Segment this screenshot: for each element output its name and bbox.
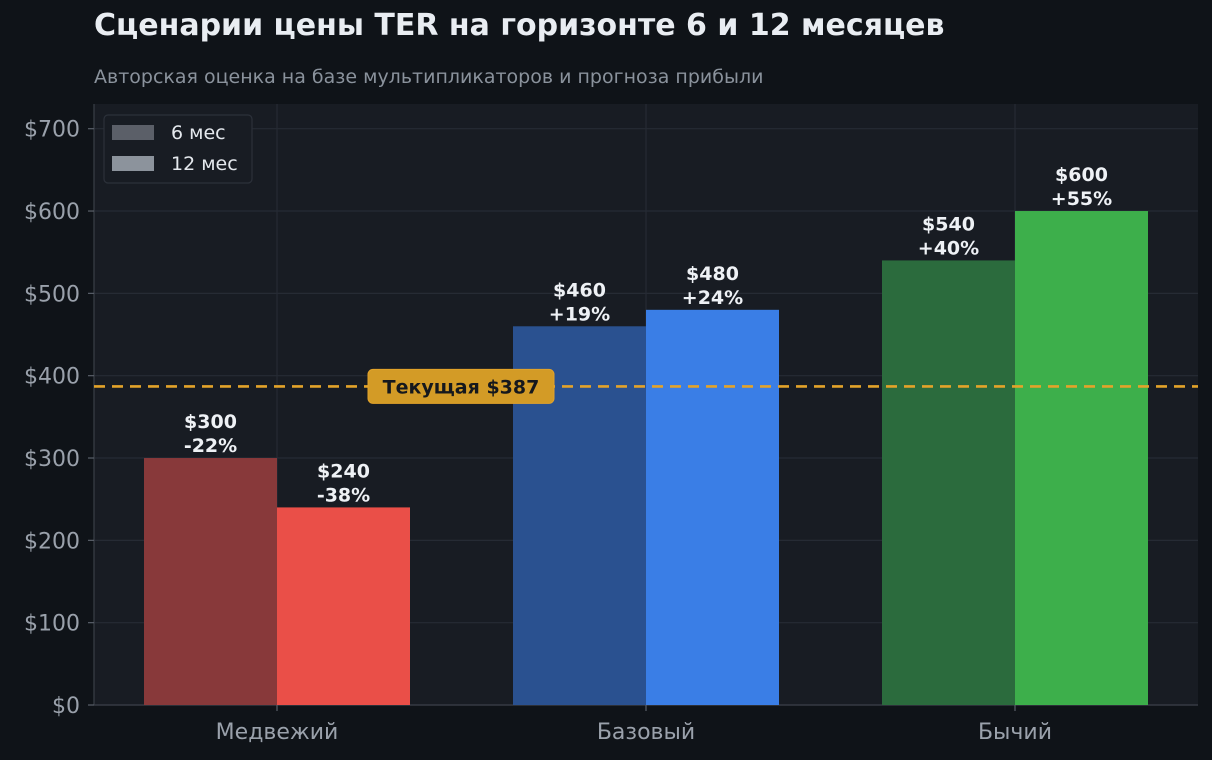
- bar-value-label: $460: [553, 279, 606, 301]
- x-tick-label: Бычий: [978, 720, 1052, 745]
- bar-value-label: $240: [317, 460, 370, 482]
- bar-change-label: -22%: [184, 435, 237, 457]
- legend-label: 6 мес: [171, 122, 226, 144]
- bar[interactable]: [882, 260, 1015, 705]
- current-price-label-box: [367, 368, 555, 404]
- x-tick-label: Базовый: [597, 720, 695, 745]
- legend-swatch: [112, 156, 154, 171]
- bar[interactable]: [144, 458, 277, 705]
- bar-value-label: $480: [686, 263, 739, 285]
- y-tick-label: $100: [24, 612, 80, 637]
- x-tick-label: Медвежий: [216, 720, 339, 745]
- y-tick-label: $500: [24, 282, 80, 307]
- y-tick-label: $200: [24, 529, 80, 554]
- chart-title: Сценарии цены TER на горизонте 6 и 12 ме…: [94, 8, 945, 43]
- bar[interactable]: [646, 309, 779, 705]
- y-tick-label: $400: [24, 365, 80, 390]
- chart-subtitle: Авторская оценка на базе мультипликаторо…: [94, 66, 764, 88]
- y-tick-label: $300: [24, 447, 80, 472]
- legend-label: 12 мес: [171, 153, 238, 175]
- bar-change-label: +24%: [682, 287, 743, 309]
- y-tick-label: $700: [24, 118, 80, 143]
- y-tick-label: $0: [52, 694, 80, 719]
- bar-change-label: -38%: [317, 484, 370, 506]
- bar[interactable]: [1015, 211, 1148, 705]
- legend-swatch: [112, 125, 154, 140]
- bar-value-label: $540: [922, 213, 975, 235]
- y-tick-label: $600: [24, 200, 80, 225]
- bar-change-label: +40%: [918, 237, 979, 259]
- bar-change-label: +19%: [549, 303, 610, 325]
- current-price-label: Текущая $387: [383, 376, 540, 398]
- bar-value-label: $300: [184, 411, 237, 433]
- bar-value-label: $600: [1055, 164, 1108, 186]
- bar[interactable]: [277, 507, 410, 705]
- bar-change-label: +55%: [1051, 188, 1112, 210]
